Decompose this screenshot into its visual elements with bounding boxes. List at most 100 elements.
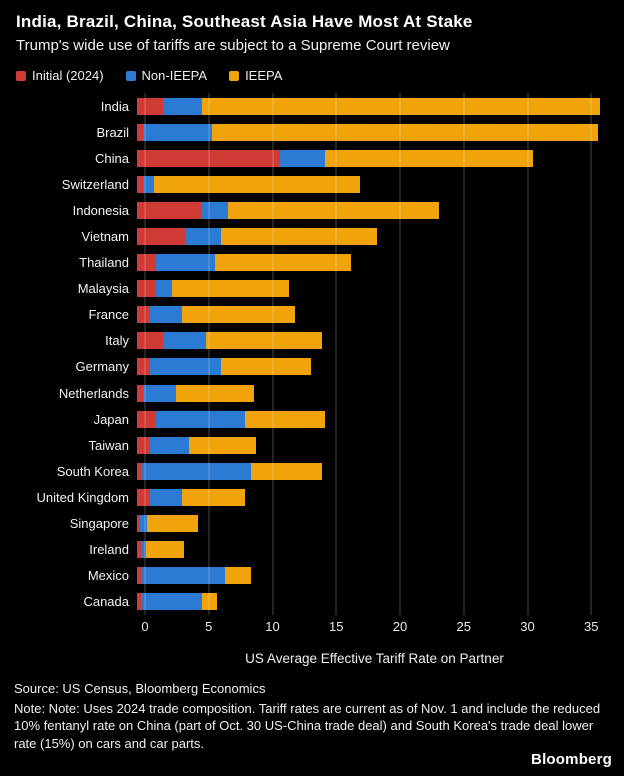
- bar-segment-initial-2024: [137, 541, 141, 559]
- bar-track: [137, 306, 604, 324]
- bar-row: South Korea: [0, 458, 624, 484]
- category-label: Switzerland: [61, 176, 129, 192]
- bar-segment-non-ieepa: [139, 515, 148, 533]
- bar-segment-non-ieepa: [140, 541, 147, 559]
- category-label: Brazil: [96, 124, 129, 140]
- bar-segment-non-ieepa: [156, 254, 215, 272]
- chart-header: India, Brazil, China, Southeast Asia Hav…: [0, 0, 624, 54]
- bar-segment-non-ieepa: [162, 97, 202, 115]
- bar-segment-initial-2024: [137, 515, 140, 533]
- bar-track: [137, 462, 604, 480]
- bar-row: United Kingdom: [0, 484, 624, 510]
- legend-swatch-icon: [229, 70, 240, 81]
- bar-track: [137, 228, 604, 246]
- x-tick-label: 25: [456, 619, 471, 634]
- bar-track: [137, 149, 604, 167]
- bar-row: India: [0, 93, 624, 119]
- bar-segment-non-ieepa: [149, 358, 222, 376]
- bar-track: [137, 541, 604, 559]
- bar-row: Thailand: [0, 250, 624, 276]
- bar-track: [137, 123, 604, 141]
- bar-segment-initial-2024: [137, 254, 157, 272]
- bar-segment-non-ieepa: [156, 280, 173, 298]
- bar-track: [137, 384, 604, 402]
- bar-segment-initial-2024: [137, 436, 150, 454]
- category-label: Thailand: [79, 255, 129, 271]
- category-label: Germany: [75, 359, 129, 375]
- bar-segment-initial-2024: [137, 332, 163, 350]
- bar-row: Vietnam: [0, 223, 624, 249]
- bar-segment-initial-2024: [137, 228, 185, 246]
- category-label: Japan: [93, 411, 129, 427]
- bar-track: [137, 201, 604, 219]
- legend-label: IEEPA: [245, 68, 283, 83]
- category-label: Malaysia: [77, 281, 129, 297]
- bar-segment-ieepa: [175, 384, 254, 402]
- footer: Source: US Census, Bloomberg Economics N…: [0, 666, 624, 752]
- bar-segment-non-ieepa: [140, 567, 226, 585]
- legend: Initial (2024) Non-IEEPA IEEPA: [0, 54, 624, 87]
- bar-segment-non-ieepa: [140, 462, 252, 480]
- bar-segment-initial-2024: [137, 488, 150, 506]
- bar-segment-ieepa: [182, 488, 245, 506]
- bar-segment-ieepa: [146, 541, 184, 559]
- legend-item: Initial (2024): [16, 68, 104, 83]
- bar-segment-non-ieepa: [143, 123, 213, 141]
- bar-segment-ieepa: [205, 332, 323, 350]
- bar-segment-initial-2024: [137, 462, 141, 480]
- source-text: Source: US Census, Bloomberg Economics: [14, 681, 266, 696]
- category-label: France: [88, 307, 129, 323]
- category-label: Ireland: [89, 542, 129, 558]
- bar-segment-ieepa: [244, 410, 326, 428]
- bar-track: [137, 97, 604, 115]
- bar-rows: India Brazil China Switzerland Indonesia Viet…: [0, 93, 624, 615]
- bar-segment-initial-2024: [137, 280, 157, 298]
- bar-row: Germany: [0, 354, 624, 380]
- chart-area: India Brazil China Switzerland Indonesia Viet…: [0, 93, 624, 666]
- bar-segment-ieepa: [212, 123, 598, 141]
- bar-segment-non-ieepa: [149, 436, 189, 454]
- bar-row: Switzerland: [0, 171, 624, 197]
- bar-row: Malaysia: [0, 276, 624, 302]
- bar-segment-non-ieepa: [143, 175, 154, 193]
- category-label: Canada: [83, 594, 129, 610]
- category-label: India: [100, 98, 129, 114]
- category-label: Mexico: [87, 568, 129, 584]
- bar-segment-ieepa: [182, 306, 296, 324]
- x-axis-label: US Average Effective Tariff Rate on Part…: [245, 651, 504, 666]
- legend-item: IEEPA: [229, 68, 282, 83]
- bar-segment-non-ieepa: [149, 306, 183, 324]
- x-axis: 0 5 10 15 20 25 30 35: [141, 619, 604, 637]
- category-label: Indonesia: [72, 202, 129, 218]
- bar-segment-ieepa: [325, 149, 533, 167]
- bar-segment-ieepa: [188, 436, 257, 454]
- bar-track: [137, 280, 604, 298]
- bar-segment-initial-2024: [137, 593, 141, 611]
- category-label: South Korea: [56, 463, 129, 479]
- bar-segment-initial-2024: [137, 123, 144, 141]
- bar-segment-ieepa: [221, 358, 311, 376]
- bar-segment-non-ieepa: [184, 228, 222, 246]
- x-tick-label: 35: [584, 619, 599, 634]
- bar-row: Netherlands: [0, 380, 624, 406]
- bar-segment-ieepa: [201, 593, 218, 611]
- bar-segment-ieepa: [227, 201, 440, 219]
- bar-segment-ieepa: [251, 462, 323, 480]
- bar-row: Singapore: [0, 511, 624, 537]
- bar-segment-non-ieepa: [162, 332, 206, 350]
- legend-item: Non-IEEPA: [125, 68, 208, 83]
- bar-segment-ieepa: [225, 567, 252, 585]
- bar-row: Italy: [0, 328, 624, 354]
- bar-track: [137, 515, 604, 533]
- bar-segment-initial-2024: [137, 201, 202, 219]
- bar-segment-ieepa: [201, 97, 601, 115]
- legend-label: Non-IEEPA: [141, 68, 208, 83]
- bar-row: Taiwan: [0, 432, 624, 458]
- bar-segment-initial-2024: [137, 306, 150, 324]
- bar-segment-non-ieepa: [201, 201, 228, 219]
- bar-track: [137, 175, 604, 193]
- bar-track: [137, 332, 604, 350]
- legend-swatch-icon: [16, 70, 26, 81]
- category-label: United Kingdom: [36, 489, 130, 505]
